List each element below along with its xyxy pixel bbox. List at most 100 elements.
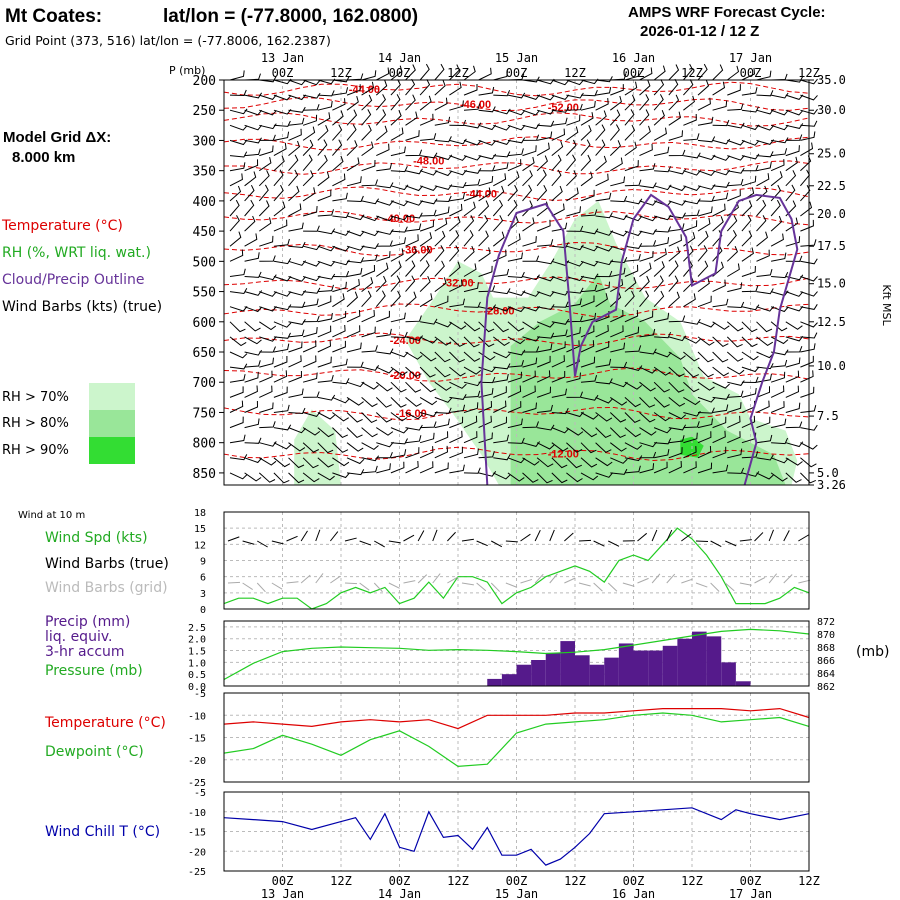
y-tick-label: -20: [188, 847, 206, 858]
wind-barb: [653, 146, 670, 157]
wind-barb: [566, 372, 581, 383]
wind-barb: [712, 230, 723, 247]
precip-bar: [575, 655, 590, 686]
bottom-time-tick: 00Z: [272, 874, 294, 888]
wind-barb: [595, 110, 607, 126]
wind-barb: [390, 226, 408, 233]
wind-barb: [653, 261, 665, 277]
wind-barb: [390, 290, 401, 308]
wind-barb: [317, 125, 329, 141]
wind-barb: [639, 215, 657, 222]
wind-barb: [361, 345, 378, 353]
y-tick-label: 850: [193, 467, 216, 482]
surface-wind-barb: [461, 538, 474, 542]
wind-barb: [785, 156, 798, 172]
wind-barb: [668, 397, 686, 407]
wind-barb: [697, 366, 714, 378]
wind-barb: [405, 200, 423, 206]
wind-barb: [653, 127, 667, 141]
wind-barb: [419, 293, 433, 308]
wind-barb: [770, 472, 788, 482]
wind-barb: [712, 381, 730, 389]
wind-barb: [551, 371, 566, 383]
wind-barb: [463, 103, 481, 111]
wind-barb: [522, 236, 537, 247]
wind-barb: [683, 381, 700, 393]
wind-barb: [361, 427, 378, 438]
wind-barb: [639, 125, 651, 141]
panel-frame: [223, 620, 810, 687]
top-time-tick: 12Z: [447, 66, 469, 80]
wind-barb: [346, 442, 364, 452]
isotherm-label: -16.00: [396, 408, 427, 420]
label-wind-speed: Wind Spd (kts): [45, 530, 148, 546]
wind-barb: [449, 366, 466, 377]
grid-point-label: Grid Point (373, 516) lat/lon = (-77.800…: [5, 33, 331, 48]
wind-barb: [727, 139, 745, 146]
wind-barb: [580, 100, 596, 111]
legend-rh: RH (%, WRT liq. wat.): [2, 245, 151, 261]
isotherm-label: -46.00: [460, 99, 491, 111]
isotherm-label: -48.00: [413, 155, 444, 167]
wind-barb: [244, 137, 262, 144]
wind-barb: [668, 381, 685, 393]
wind-barb: [697, 407, 715, 414]
wind-barb: [668, 351, 686, 360]
wind-barb: [741, 165, 759, 172]
wind-barb: [727, 167, 745, 174]
surface-wind-barb: [359, 540, 372, 546]
wind-barb: [493, 173, 507, 187]
wind-barb: [566, 457, 582, 469]
y-tick-label: 1.0: [188, 658, 206, 669]
isotherm-label: -44.00: [349, 84, 380, 96]
wind-barb: [376, 441, 394, 448]
surface-wind-barb: [447, 531, 456, 542]
wind-barb: [449, 64, 460, 81]
wind-barb: [229, 70, 245, 81]
wind-barb: [463, 431, 478, 444]
wind-barb: [332, 110, 344, 126]
wind-barb: [800, 108, 818, 115]
wind-barb: [785, 370, 800, 383]
wind-barb: [376, 182, 394, 189]
wind-barb: [303, 298, 319, 308]
precip-bar: [545, 652, 561, 686]
wind-barb: [434, 217, 448, 232]
wind-barb: [551, 79, 570, 86]
y-tick-label: 550: [193, 286, 216, 301]
wind-barb: [566, 427, 584, 436]
wind-barb: [756, 151, 774, 158]
wind-barb: [507, 109, 526, 116]
wind-barb: [727, 366, 745, 375]
wind-barb: [683, 351, 700, 362]
wind-barb: [361, 230, 380, 237]
surface-wind-barb: [300, 530, 308, 542]
wind-barb: [288, 154, 299, 172]
wind-barb: [229, 249, 244, 262]
wind-barb: [566, 187, 579, 202]
wind-barb: [785, 346, 803, 353]
surface-wind-barb: [271, 540, 284, 545]
wind-barb: [405, 366, 422, 378]
wind-barb: [507, 199, 518, 217]
surface-wind-barb-grid: [607, 582, 618, 592]
wind-barb: [346, 469, 365, 476]
wind-barb: [463, 245, 475, 262]
wind-barb: [653, 461, 668, 474]
wind-barb: [522, 184, 533, 202]
wind-barb: [332, 412, 349, 422]
wind-barb: [332, 124, 343, 141]
surface-wind-barb: [725, 540, 737, 547]
wind-barb: [375, 94, 387, 111]
wind-barb: [478, 124, 497, 131]
wind-barb: [785, 321, 803, 330]
wind-barb: [785, 291, 804, 297]
wind-barb: [478, 285, 496, 293]
wind-barb: [419, 366, 436, 378]
wind-barb: [800, 355, 814, 368]
wind-barb: [273, 169, 284, 187]
wind-barb: [770, 124, 789, 131]
wind-barb: [551, 472, 568, 484]
wind-barb: [668, 111, 681, 126]
wind-barb: [639, 228, 657, 235]
